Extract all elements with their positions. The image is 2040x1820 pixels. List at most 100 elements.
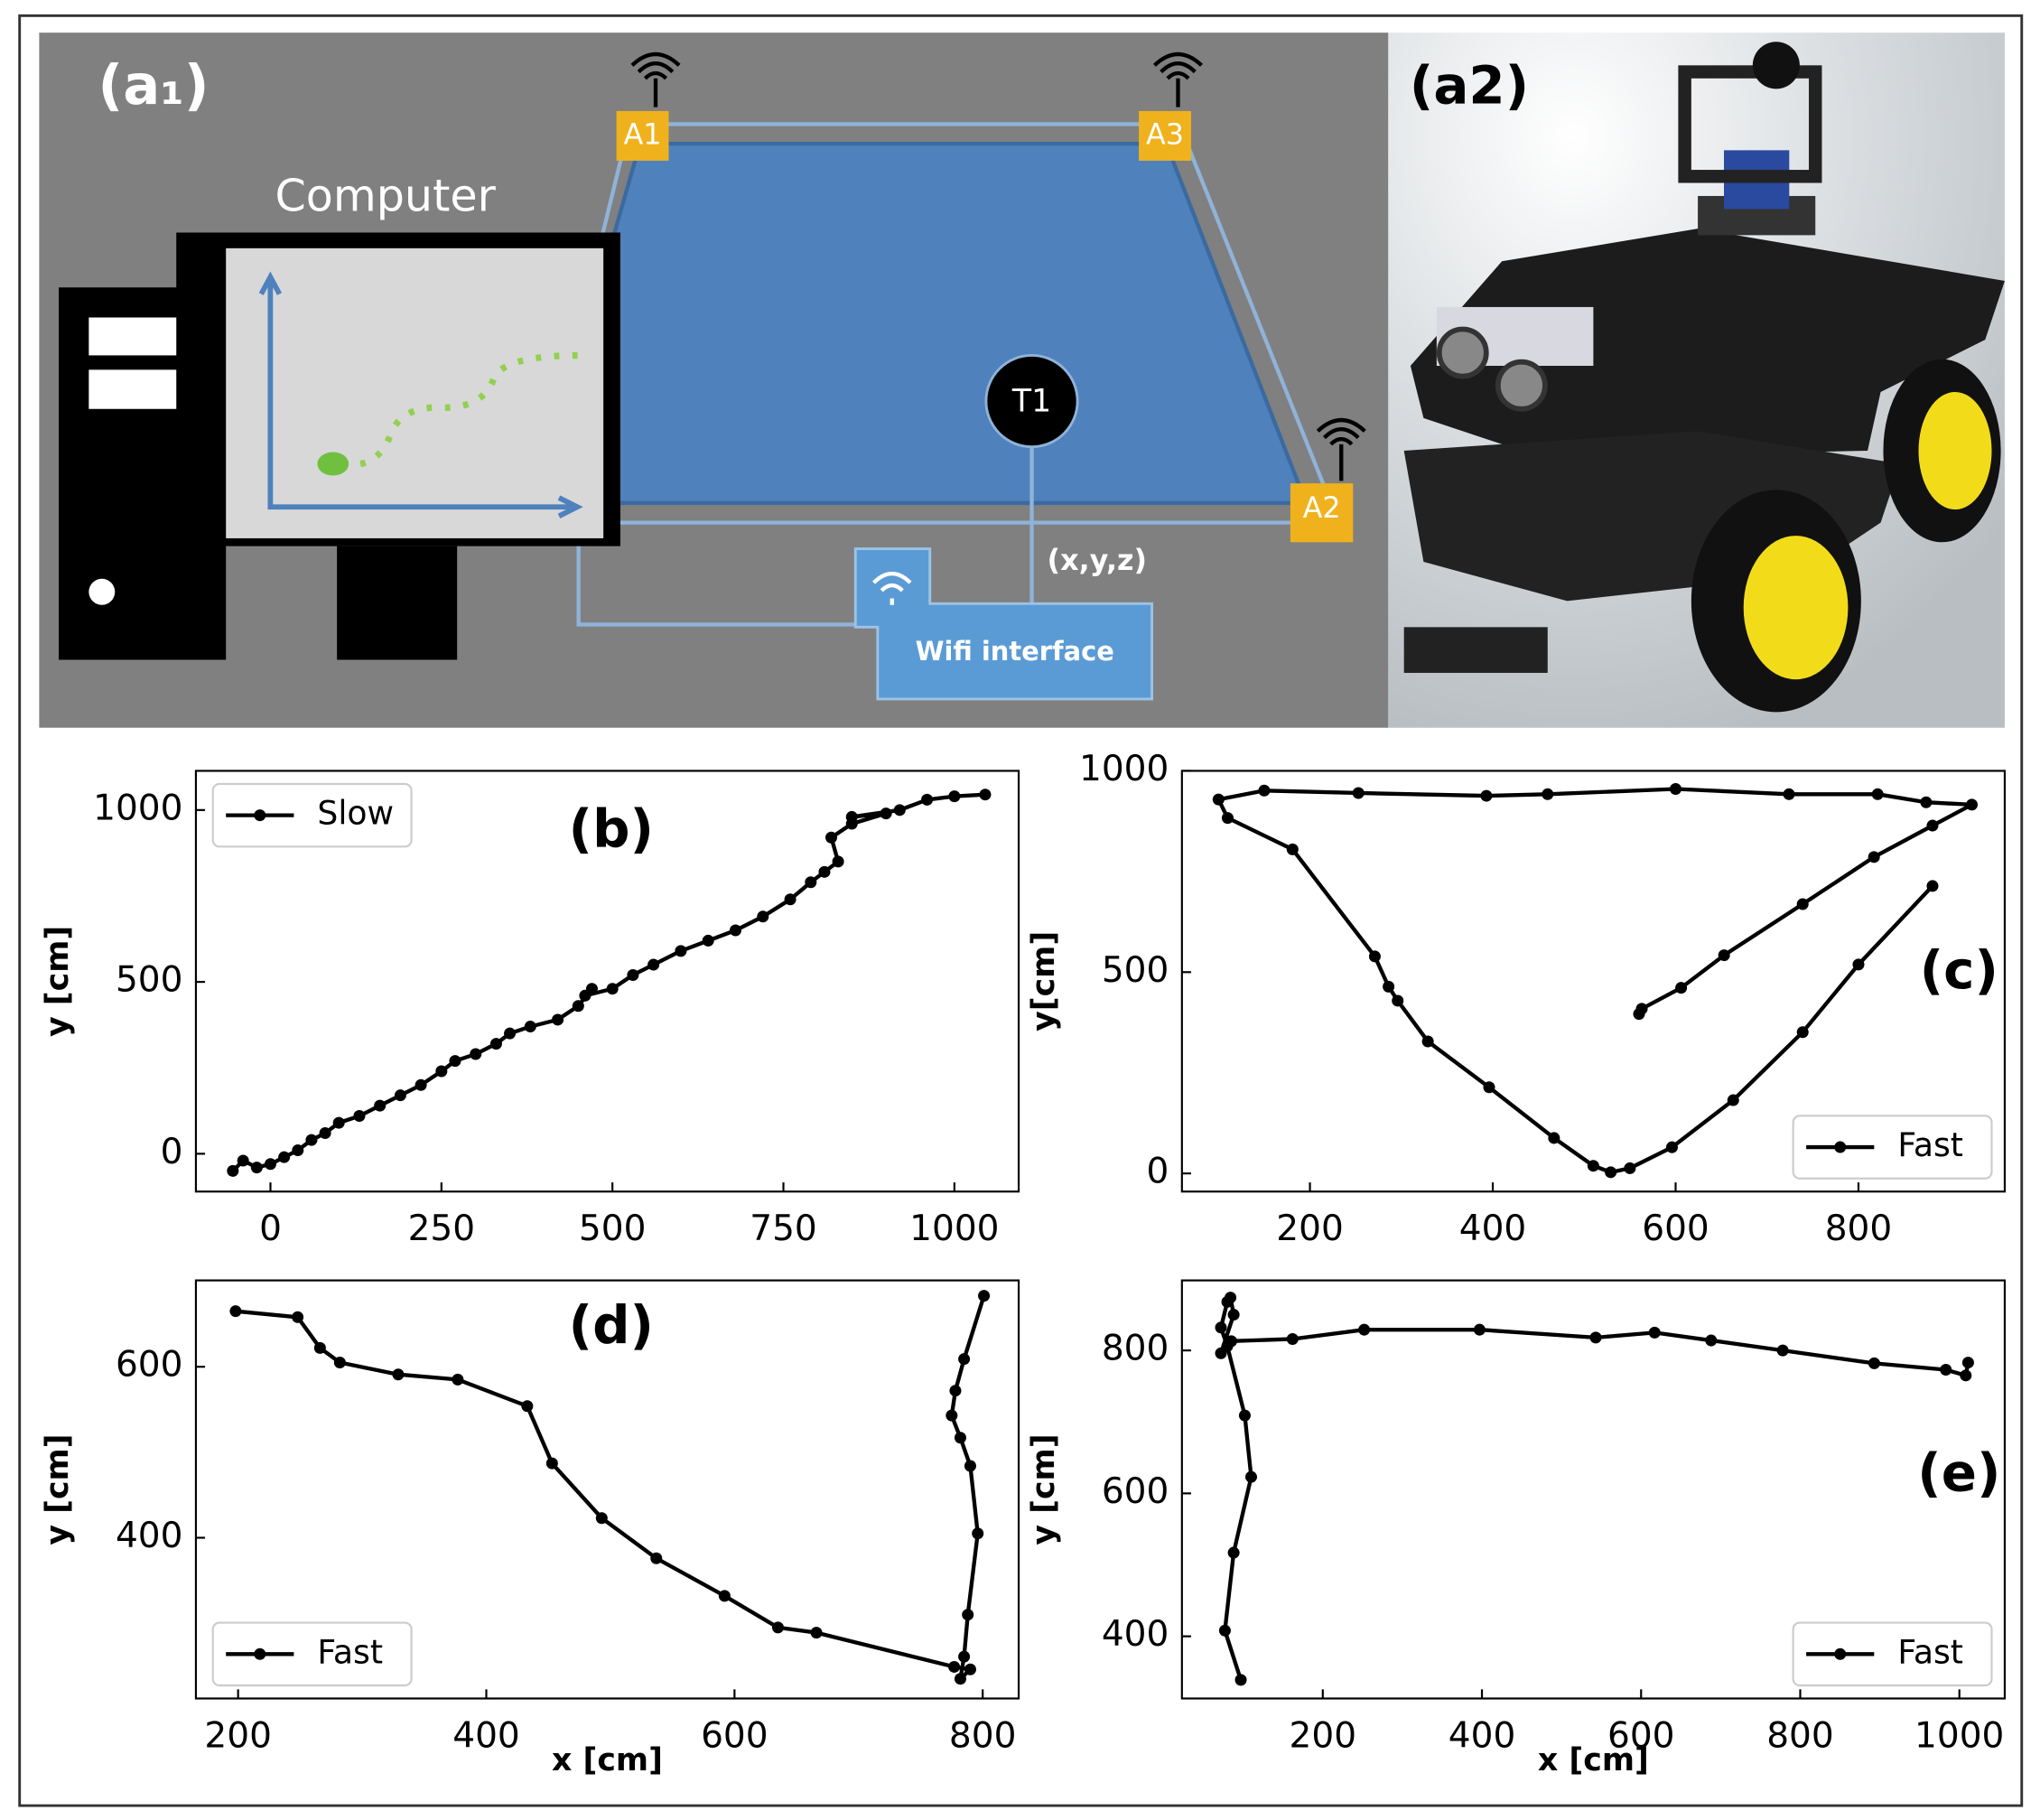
data-point (435, 1065, 448, 1078)
data-point (921, 793, 934, 806)
legend-label: Fast (317, 1632, 383, 1671)
data-point (392, 1368, 405, 1381)
data-point (1234, 1674, 1247, 1686)
data-point (292, 1144, 304, 1157)
data-point (1633, 1008, 1645, 1021)
data-point (1871, 788, 1884, 800)
y-tick-label: 600 (1102, 1471, 1169, 1512)
data-point (1215, 1321, 1227, 1334)
y-axis-label: y[cm] (1026, 931, 1062, 1031)
wifi-icon (871, 571, 912, 605)
y-tick-label: 500 (116, 960, 183, 1001)
y-axis-label: y [cm] (40, 1433, 76, 1545)
legend-marker (254, 809, 266, 822)
data-point (1221, 812, 1234, 825)
y-tick-label: 0 (161, 1132, 183, 1172)
power-button (88, 578, 116, 605)
legend: Fast (1792, 1621, 1993, 1687)
data-point (1383, 980, 1395, 993)
data-point (319, 1127, 331, 1140)
data-point (415, 1078, 427, 1091)
data-point (264, 1158, 276, 1171)
legend: Slow (211, 782, 413, 848)
legend-marker (1834, 1647, 1847, 1660)
x-tick-label: 500 (579, 1209, 647, 1249)
data-point (504, 1027, 517, 1040)
data-point (675, 945, 687, 957)
data-point (1286, 843, 1299, 855)
data-point (1624, 1162, 1636, 1174)
data-point (1852, 958, 1865, 971)
anchor-box (616, 110, 669, 161)
charts: 0 250 500 750 1000 0 500 1000 y [cm] (b) Slow 200 40… (40, 749, 2007, 1778)
data-point (1473, 1323, 1486, 1336)
data-point (893, 804, 906, 817)
data-point (313, 1341, 326, 1354)
x-tick-label: 750 (750, 1209, 817, 1249)
data-point (810, 1627, 823, 1639)
panel-label: (a2) (1410, 54, 1529, 116)
data-point (1483, 1081, 1495, 1094)
network-lines (576, 122, 1342, 627)
y-tick-label: 400 (1102, 1614, 1169, 1655)
x-tick-label: 250 (408, 1209, 476, 1249)
data-point (805, 876, 817, 889)
data-point (948, 1660, 961, 1673)
data-point (964, 1460, 976, 1472)
x-tick-label: 600 (1607, 1715, 1675, 1756)
data-point (945, 1409, 958, 1422)
y-tick-label: 0 (1147, 1152, 1169, 1192)
data-point (1868, 1357, 1880, 1369)
data-point (1665, 1141, 1678, 1153)
legend-box (211, 782, 413, 848)
data-point (229, 1305, 242, 1318)
legend-marker (254, 1647, 266, 1660)
data-point (489, 1038, 502, 1050)
data-point (1783, 788, 1795, 800)
panel-label: (b) (569, 798, 654, 860)
x-tick-label: 800 (1766, 1715, 1834, 1756)
y-tick-label: 1000 (93, 788, 182, 828)
data-point (825, 831, 838, 844)
screen-axes (258, 271, 583, 518)
data-point (1392, 994, 1404, 1007)
x-tick-label: 800 (1825, 1209, 1893, 1249)
tag (984, 354, 1079, 449)
data-point (1965, 798, 1979, 811)
data-point (1960, 1369, 1972, 1382)
diagram: Computer (a₁) A1 A3 A2 T1 (x,y,z) Wifi i… (39, 33, 1389, 728)
data-point (1227, 1546, 1240, 1559)
coordinates-label: (x,y,z) (1048, 543, 1148, 577)
legend: Fast (211, 1621, 413, 1687)
data-point (452, 1373, 464, 1386)
x-tick-label: 0 (259, 1209, 282, 1249)
data-point (1727, 1094, 1739, 1106)
data-point (545, 1457, 558, 1470)
y-tick-label: 400 (116, 1516, 183, 1556)
data-point (1215, 1347, 1227, 1359)
data-point (1705, 1334, 1718, 1347)
screen-robot (317, 452, 349, 476)
robot-sensor-eye (1436, 326, 1489, 379)
plot-frame (1180, 1279, 2007, 1700)
x-tick-label: 400 (452, 1715, 520, 1756)
panel-label: (c) (1920, 939, 1998, 1001)
area (611, 141, 1309, 506)
y-axis-label: y [cm] (1026, 1433, 1062, 1545)
y-tick-label: 600 (116, 1345, 183, 1386)
robot-hub (1918, 391, 1992, 510)
data-point (1940, 1363, 1952, 1377)
data-point (832, 855, 844, 868)
wifi-interface (853, 547, 1154, 701)
x-tick-label: 600 (701, 1715, 768, 1756)
data-point (1480, 789, 1493, 802)
y-axis-label: y [cm] (40, 926, 76, 1037)
data-point (1589, 1331, 1602, 1344)
data-point (1212, 793, 1225, 806)
plot-frame (194, 1279, 1020, 1700)
interface-label: Wifi interface (916, 636, 1114, 667)
data-point (1796, 898, 1809, 910)
data-point (972, 1527, 984, 1540)
data-point (237, 1154, 249, 1167)
